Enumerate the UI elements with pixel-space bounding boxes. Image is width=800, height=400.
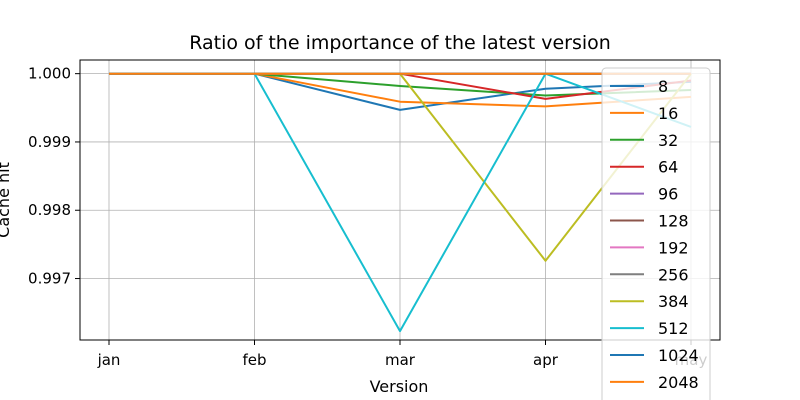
y-tick-label: 0.999 (28, 133, 71, 151)
legend-label-8: 8 (658, 77, 668, 96)
legend-label-64: 64 (658, 158, 678, 177)
legend-label-16: 16 (658, 104, 678, 123)
legend-label-1024: 1024 (658, 346, 699, 365)
legend-label-128: 128 (658, 212, 689, 231)
plot-frame (79, 59, 721, 341)
legend-label-384: 384 (658, 292, 689, 311)
x-tick-label: jan (97, 351, 121, 369)
legend-label-2048: 2048 (658, 373, 699, 392)
legend-label-192: 192 (658, 238, 689, 257)
y-tick-label: 0.997 (28, 270, 71, 288)
y-axis-ticks: 0.997 0.998 0.999 1.000 (28, 65, 80, 288)
legend-label-512: 512 (658, 319, 689, 338)
y-axis-label: Cache hit (0, 162, 13, 238)
x-tick-label: mar (385, 351, 416, 369)
series-lines (109, 72, 692, 333)
x-tick-label: apr (533, 351, 559, 369)
y-tick-label: 0.998 (28, 201, 71, 219)
legend-label-96: 96 (658, 185, 678, 204)
x-tick-label: feb (242, 351, 266, 369)
x-axis-label: Version (370, 377, 429, 396)
legend: 8 16 32 64 96 128 192 256 384 512 1024 2048 (601, 67, 711, 400)
y-tick-label: 1.000 (28, 65, 71, 83)
legend-label-256: 256 (658, 265, 689, 284)
legend-label-32: 32 (658, 131, 678, 150)
chart-title: Ratio of the importance of the latest ve… (189, 32, 611, 54)
legend-box (601, 67, 711, 400)
